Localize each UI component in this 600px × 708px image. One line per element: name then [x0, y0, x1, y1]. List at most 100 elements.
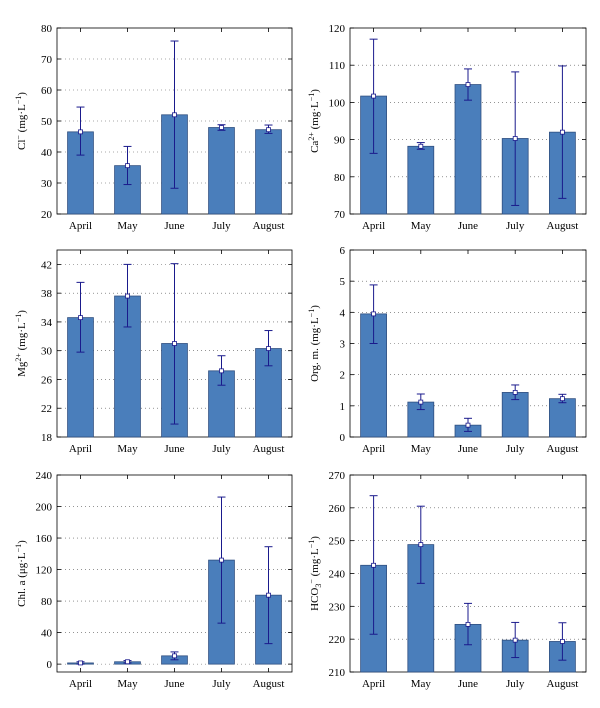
- bar-august: [255, 129, 282, 215]
- x-tick-label: April: [69, 678, 92, 690]
- x-tick-label: April: [362, 443, 385, 455]
- y-tick-label: 90: [334, 135, 346, 147]
- mean-marker: [78, 315, 83, 321]
- y-tick-label: 40: [41, 147, 53, 159]
- x-tick-label: May: [411, 220, 432, 232]
- y-tick-label: 38: [41, 288, 53, 300]
- error-bar-april: [76, 106, 85, 156]
- x-tick-label: August: [547, 678, 579, 690]
- error-bar-july: [511, 384, 520, 401]
- mean-marker: [266, 346, 271, 351]
- y-tick-label: 220: [329, 634, 346, 646]
- x-tick-label: June: [164, 443, 184, 455]
- x-tick-label: May: [117, 220, 138, 232]
- y-tick-label: 0: [47, 659, 53, 671]
- y-tick-label: 270: [329, 470, 346, 482]
- mean-marker: [219, 557, 224, 563]
- y-axis-label: Org. m. (mg·L−1): [307, 305, 321, 382]
- x-tick-label: June: [164, 678, 184, 690]
- x-tick-label: May: [117, 443, 138, 455]
- y-tick-label: 40: [41, 628, 53, 640]
- mean-marker: [512, 390, 518, 395]
- x-tick-label: April: [69, 443, 92, 455]
- y-tick-label: 3: [340, 339, 346, 351]
- y-axis-label: Mg2+ (mg·L−1): [14, 310, 28, 377]
- x-tick-label: July: [506, 220, 525, 232]
- error-bar-august: [264, 546, 273, 645]
- y-tick-label: 200: [36, 502, 53, 514]
- y-tick-label: 0: [340, 432, 346, 444]
- chart-panel-ca: 70 80 90 100 110 120 April May June July August Ca2…: [307, 23, 587, 232]
- y-tick-label: 230: [329, 601, 346, 613]
- bar-may: [407, 145, 435, 215]
- error-bar-may: [123, 145, 132, 186]
- x-tick-label: May: [411, 443, 432, 455]
- error-bar-april: [369, 38, 378, 154]
- mean-marker: [418, 542, 424, 548]
- y-tick-label: 100: [329, 97, 346, 109]
- mean-marker: [172, 653, 177, 659]
- bar-june: [454, 84, 482, 215]
- x-tick-label: August: [547, 220, 579, 232]
- error-bar-july: [511, 621, 520, 659]
- error-bar-august: [558, 622, 567, 661]
- x-tick-label: July: [212, 220, 231, 232]
- y-tick-label: 18: [41, 432, 53, 444]
- mean-marker: [266, 127, 271, 133]
- bar-august: [549, 398, 576, 438]
- mean-marker: [371, 562, 377, 568]
- y-tick-label: 60: [41, 85, 53, 97]
- error-bar-may: [416, 142, 425, 150]
- error-bar-august: [264, 124, 273, 134]
- y-tick-label: 30: [41, 346, 53, 358]
- mean-marker: [219, 368, 224, 374]
- y-tick-label: 1: [340, 401, 346, 413]
- x-tick-label: August: [253, 678, 285, 690]
- y-tick-label: 30: [41, 178, 53, 190]
- mean-marker: [371, 93, 377, 99]
- x-tick-label: June: [458, 443, 478, 455]
- x-tick-label: August: [253, 443, 285, 455]
- error-bar-july: [511, 71, 520, 206]
- x-tick-label: April: [362, 678, 385, 690]
- bar-april: [360, 95, 387, 215]
- y-tick-label: 4: [340, 307, 346, 319]
- mean-marker: [560, 639, 565, 644]
- y-tick-label: 80: [41, 23, 53, 35]
- mean-marker: [465, 82, 471, 87]
- y-tick-label: 250: [329, 536, 346, 548]
- mean-marker: [172, 112, 177, 118]
- y-axis-label: Ca2+ (mg·L−1): [307, 89, 321, 153]
- x-tick-label: July: [506, 443, 525, 455]
- chart-panel-mg: 18 22 26 30 34 38 42 April May June July August Mg2+…: [14, 249, 293, 455]
- x-tick-label: July: [506, 678, 525, 690]
- y-axis-label: Chl. a (μg·L−1): [14, 540, 28, 607]
- error-bar-july: [217, 496, 226, 624]
- chart-panel-orgm: 0 1 2 3 4 5 6 April May June July August Org. m. (mg…: [307, 245, 587, 455]
- mean-marker: [560, 129, 565, 135]
- mean-marker: [219, 125, 224, 130]
- y-tick-label: 120: [329, 23, 346, 35]
- plot-frame: [56, 474, 293, 673]
- y-tick-label: 240: [329, 569, 346, 581]
- y-tick-label: 50: [41, 116, 53, 128]
- mean-marker: [125, 293, 130, 299]
- error-bar-june: [464, 68, 472, 101]
- mean-marker: [125, 163, 130, 169]
- error-bar-april: [369, 284, 378, 344]
- mean-marker: [560, 396, 565, 402]
- mean-marker: [172, 341, 177, 346]
- error-bar-august: [264, 330, 273, 367]
- y-tick-label: 120: [36, 565, 53, 577]
- mean-marker: [78, 129, 83, 135]
- x-tick-label: April: [69, 220, 92, 232]
- mean-marker: [418, 143, 424, 149]
- error-bar-july: [217, 124, 226, 131]
- y-tick-label: 42: [41, 259, 52, 271]
- mean-marker: [512, 136, 518, 141]
- mean-marker: [371, 311, 377, 317]
- mean-marker: [465, 422, 471, 428]
- x-tick-label: June: [458, 678, 478, 690]
- error-bar-august: [558, 393, 567, 404]
- mean-marker: [512, 637, 518, 643]
